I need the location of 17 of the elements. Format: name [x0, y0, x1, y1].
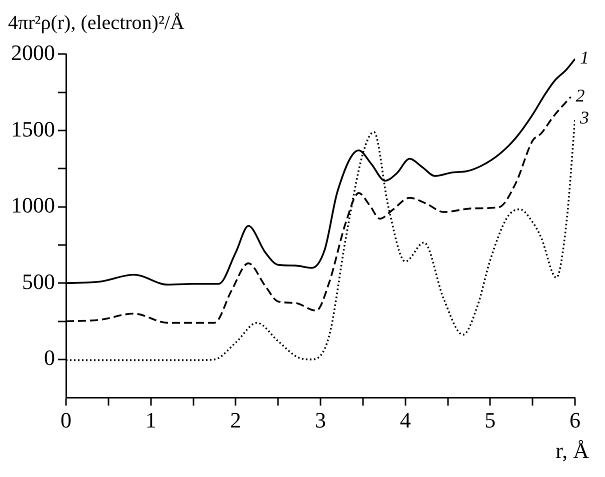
y-tick-label: 2000 [11, 40, 55, 65]
x-tick-label: 3 [315, 408, 326, 433]
x-tick-label: 1 [145, 408, 156, 433]
series-label: 1 [580, 48, 589, 68]
x-tick-label: 2 [230, 408, 242, 433]
x-tick-label: 5 [484, 408, 496, 433]
x-tick-label: 4 [400, 408, 411, 433]
series-label: 2 [576, 86, 585, 106]
y-tick-label: 1500 [11, 116, 55, 142]
y-tick-label: 0 [44, 345, 55, 370]
x-axis-title: r, Å [554, 438, 590, 464]
x-tick-label: 6 [570, 408, 580, 433]
y-tick-label: 500 [22, 268, 55, 294]
series-label: 3 [579, 108, 589, 128]
y-axis-title: 4πr²ρ(r), (electron)²/Å [8, 11, 186, 36]
x-tick-label: 0 [60, 408, 72, 433]
y-tick-label: 1000 [11, 192, 55, 218]
